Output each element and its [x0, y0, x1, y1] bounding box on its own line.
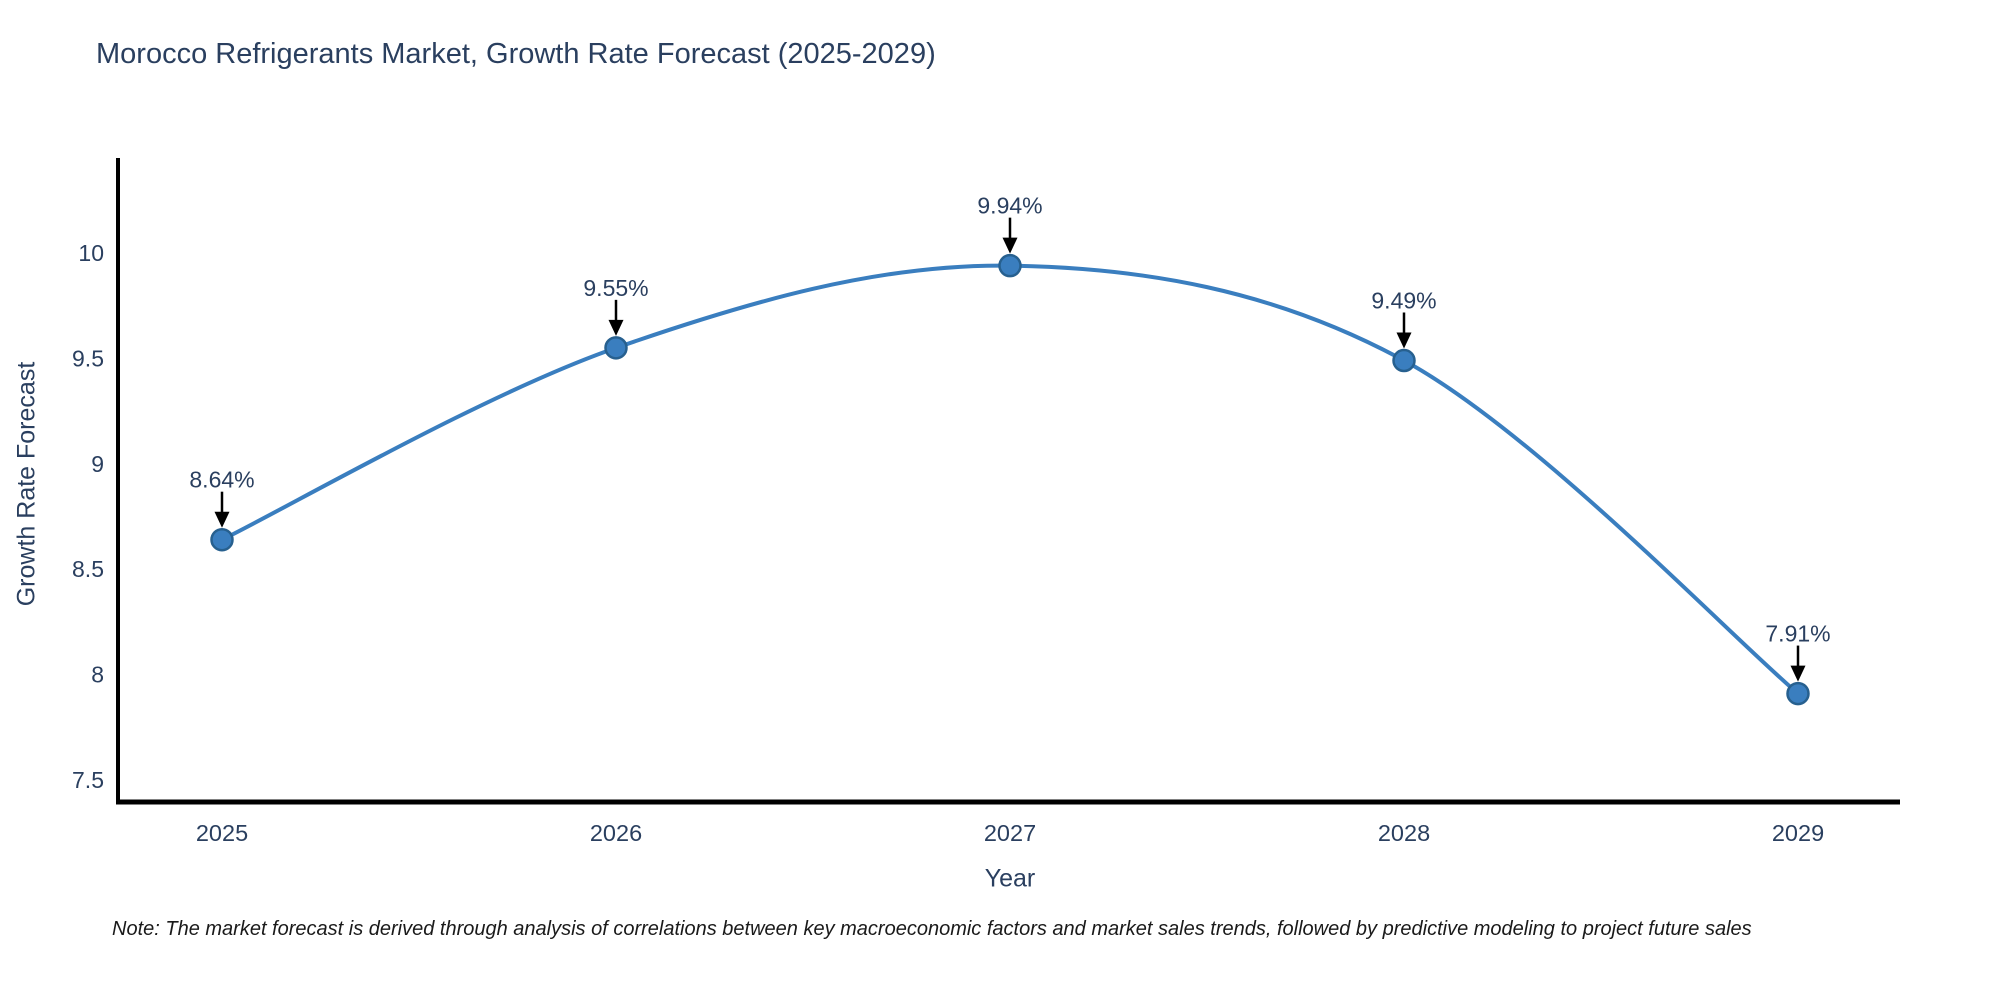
y-tick-label: 10 [78, 240, 104, 266]
data-point-marker[interactable] [1786, 681, 1810, 706]
y-tick-label: 7.5 [72, 767, 104, 793]
data-point-label: 9.49% [1371, 288, 1436, 314]
data-point-marker[interactable] [1392, 348, 1416, 373]
data-point-marker[interactable] [604, 336, 628, 360]
annotation-arrowhead-icon [214, 511, 230, 528]
y-tick-label: 9.5 [72, 345, 104, 371]
footnote: Note: The market forecast is derived thr… [112, 918, 1752, 940]
annotation-arrowhead-icon [608, 319, 624, 336]
x-axis-title: Year [984, 864, 1036, 893]
data-point-label: 9.94% [977, 193, 1042, 219]
forecast-line [221, 263, 1800, 696]
annotation-arrowhead-icon [1790, 665, 1806, 682]
data-point-label: 7.91% [1765, 621, 1830, 647]
x-tick-label: 2027 [984, 820, 1036, 846]
x-tick-label: 2026 [590, 820, 642, 846]
annotation-arrowhead-icon [1002, 237, 1018, 254]
annotation-arrowhead-icon [1396, 332, 1412, 349]
y-tick-label: 8 [91, 662, 104, 688]
y-tick-label: 8.5 [72, 556, 104, 582]
data-point-label: 9.55% [583, 275, 648, 301]
chart-title: Morocco Refrigerants Market, Growth Rate… [96, 38, 936, 70]
x-tick-label: 2029 [1772, 820, 1824, 846]
x-tick-label: 2025 [196, 820, 248, 846]
data-point-marker[interactable] [998, 253, 1022, 278]
data-point-label: 8.64% [189, 467, 254, 493]
data-point-marker[interactable] [210, 527, 234, 552]
x-tick-label: 2028 [1378, 820, 1430, 846]
y-tick-label: 9 [91, 451, 104, 477]
